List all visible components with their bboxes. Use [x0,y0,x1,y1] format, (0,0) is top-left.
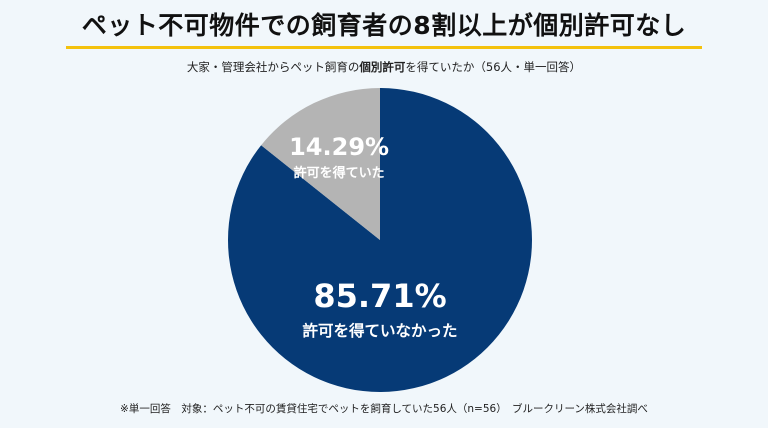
footnote: ※単一回答 対象：ペット不可の賃貸住宅でペットを飼育していた56人（n=56） … [120,403,648,415]
chart-title: ペット不可物件での飼育者の8割以上が個別許可なし [81,11,687,40]
subtitle-before: 大家・管理会社からペット飼育の [186,60,360,74]
pie-slice-permitted [261,88,380,240]
subtitle-after: を得ていたか（56人・単一回答） [405,60,582,74]
data-label-value: 14.29% [289,133,389,161]
subtitle-bold: 個別許可 [359,60,406,74]
chart-subtitle: 大家・管理会社からペット飼育の個別許可を得ていたか（56人・単一回答） [0,59,768,75]
data-label-value: 85.71% [313,277,446,315]
title-underline [66,46,702,49]
data-label-name: 許可を得ていた [294,165,385,181]
data-label-name: 許可を得ていなかった [302,321,457,340]
